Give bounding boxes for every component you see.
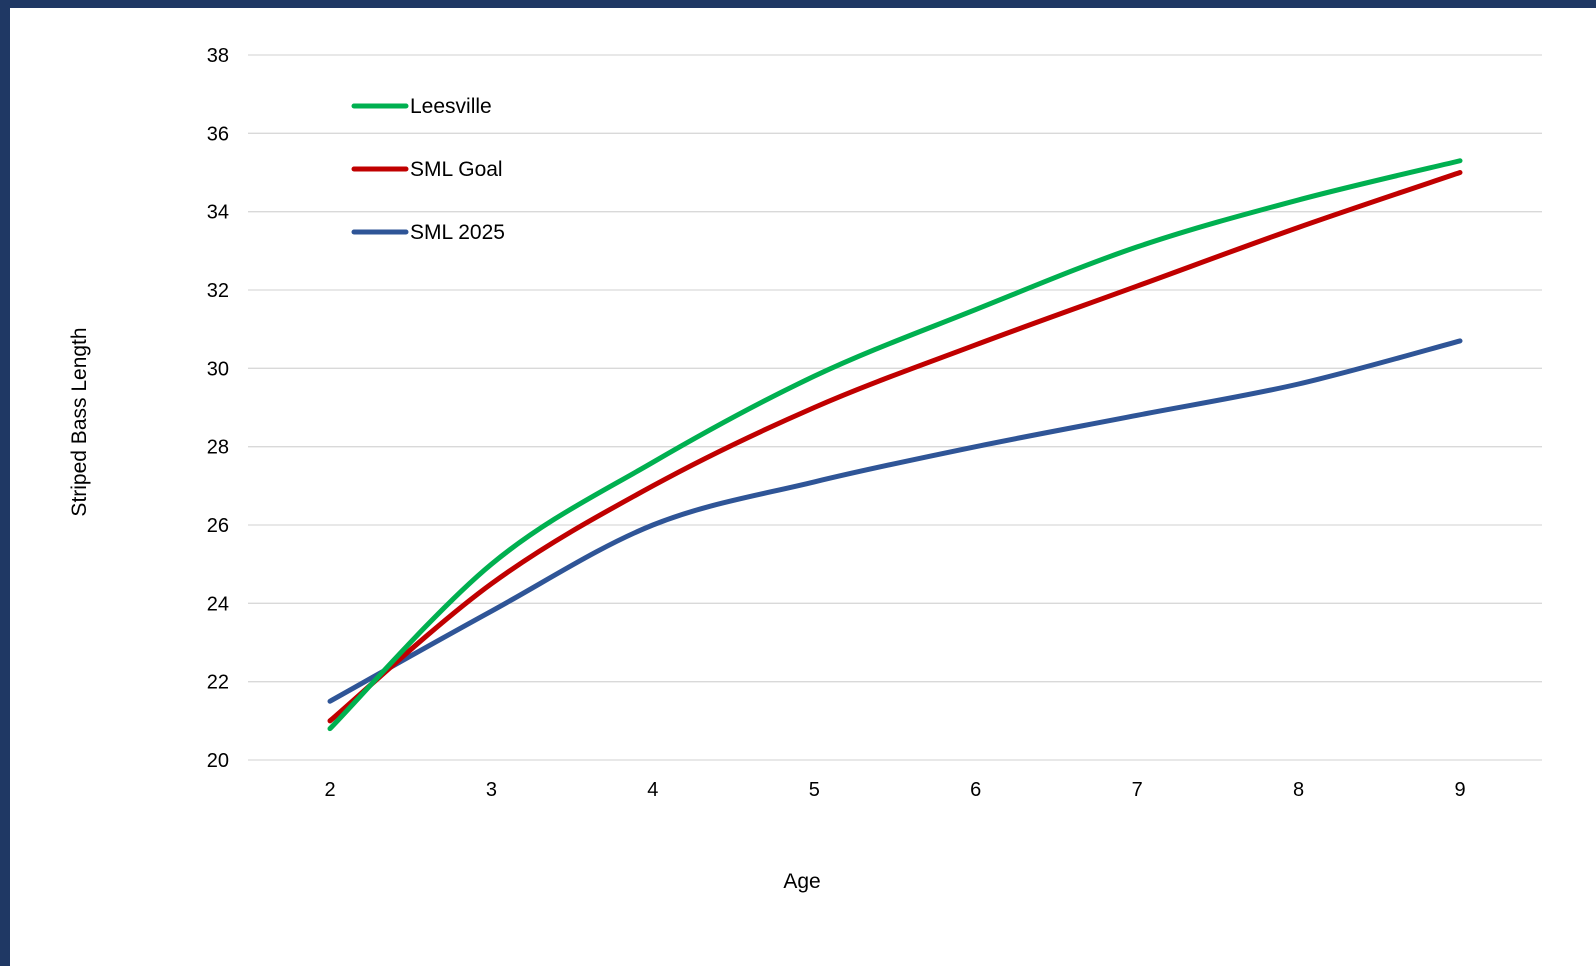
y-tick-label: 36	[207, 123, 229, 145]
x-tick-label: 5	[809, 779, 820, 801]
series-lines	[327, 158, 1463, 732]
legend-label: SML Goal	[410, 158, 503, 181]
x-tick-label: 7	[1132, 779, 1143, 801]
y-tick-label: 20	[207, 750, 229, 772]
legend: Leesville SML Goal SML 2025	[351, 95, 505, 244]
legend-item-sml-2025: SML 2025	[351, 221, 505, 244]
y-tick-label: 32	[207, 280, 229, 302]
y-axis-title: Striped Bass Length	[68, 327, 91, 516]
x-tick-label: 8	[1293, 779, 1304, 801]
y-tick-label: 30	[207, 358, 229, 380]
series-line-sml-2025	[327, 338, 1463, 704]
y-tick-label: 34	[207, 202, 229, 224]
x-tick-label: 9	[1454, 779, 1465, 801]
series-line-sml-goal	[327, 170, 1463, 724]
x-axis-title: Age	[783, 870, 820, 893]
legend-item-sml-goal: SML Goal	[351, 158, 503, 181]
x-tick-label: 6	[970, 779, 981, 801]
x-tick-label: 2	[324, 779, 335, 801]
y-tick-label: 28	[207, 437, 229, 459]
y-tick-label: 26	[207, 515, 229, 537]
legend-label: Leesville	[410, 95, 492, 118]
legend-label: SML 2025	[410, 221, 505, 244]
y-axis-ticks: 20 22 24 26 28 30 32 34 36 38	[207, 45, 229, 772]
x-tick-label: 4	[647, 779, 658, 801]
x-tick-label: 3	[486, 779, 497, 801]
y-tick-label: 38	[207, 45, 229, 67]
y-tick-label: 24	[207, 593, 229, 615]
y-tick-label: 22	[207, 672, 229, 694]
x-axis-ticks: 2 3 4 5 6 7 8 9	[324, 779, 1465, 801]
legend-item-leesville: Leesville	[351, 95, 492, 118]
series-line-leesville	[327, 158, 1463, 732]
